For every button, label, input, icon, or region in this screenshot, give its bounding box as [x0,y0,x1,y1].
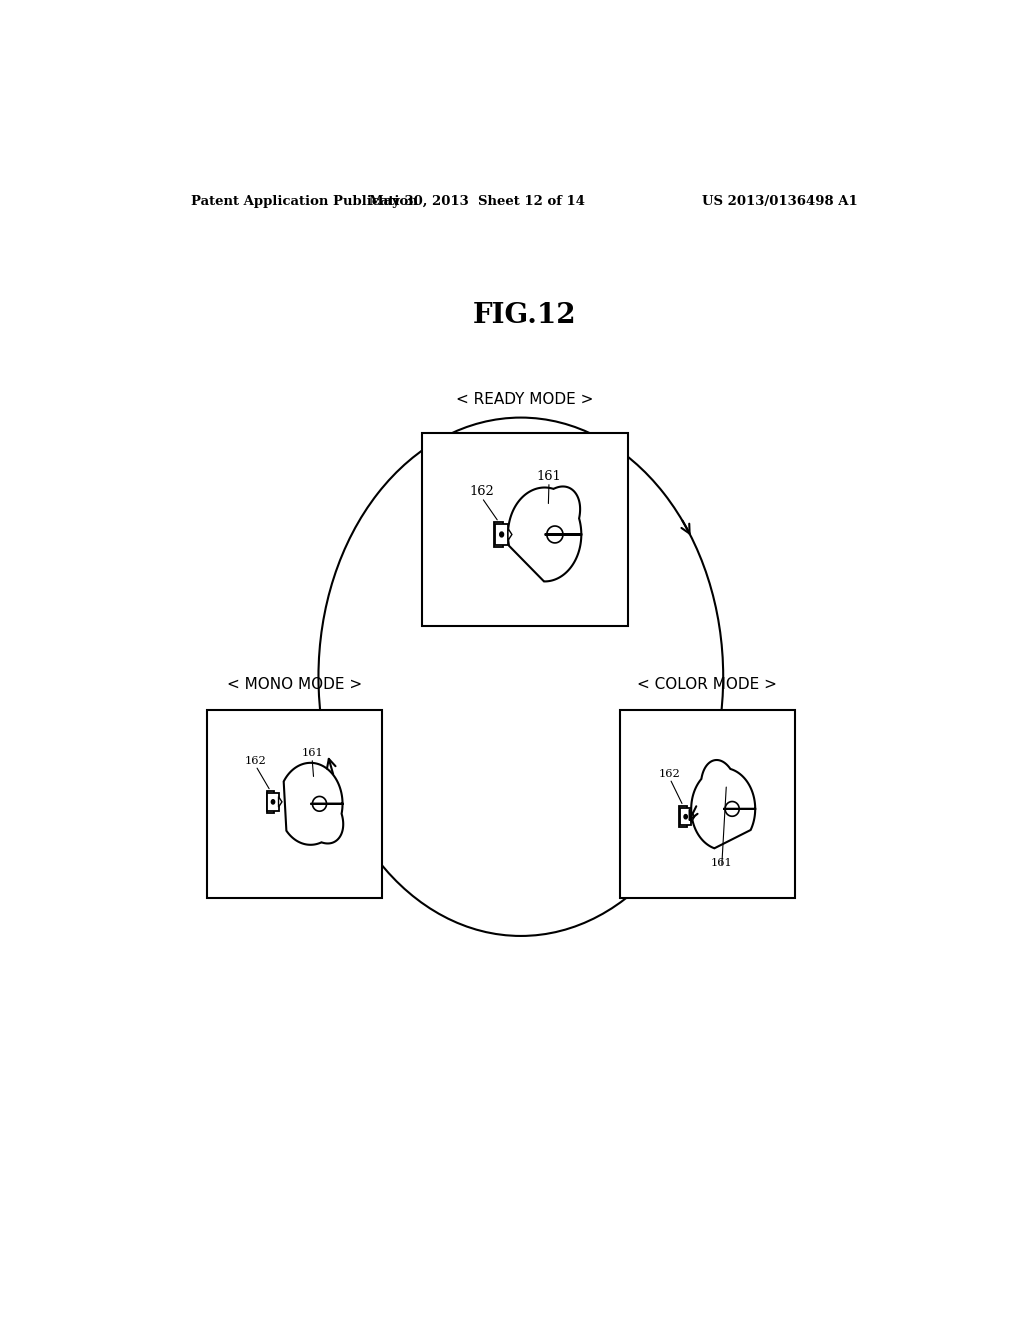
Text: 161: 161 [537,470,561,483]
Polygon shape [279,796,282,807]
Circle shape [684,814,687,818]
Bar [267,793,279,810]
Bar [495,523,503,546]
Text: May 30, 2013  Sheet 12 of 14: May 30, 2013 Sheet 12 of 14 [370,194,585,207]
Text: FIG.12: FIG.12 [473,302,577,330]
Polygon shape [508,528,512,540]
Text: < MONO MODE >: < MONO MODE > [227,677,362,692]
Bar [266,791,274,813]
Bar [680,808,691,825]
Bar [207,710,382,898]
Text: 162: 162 [659,768,681,779]
Text: 161: 161 [301,748,323,758]
Text: US 2013/0136498 A1: US 2013/0136498 A1 [702,194,858,207]
Polygon shape [691,812,694,822]
Text: 162: 162 [245,756,266,766]
Bar [620,710,795,898]
Text: < READY MODE >: < READY MODE > [456,392,594,408]
Circle shape [500,532,504,537]
Circle shape [271,800,274,804]
Text: < COLOR MODE >: < COLOR MODE > [637,677,777,692]
Bar [496,524,508,545]
Bar [679,807,687,828]
Text: 161: 161 [711,858,732,867]
Bar [422,433,628,626]
Text: Patent Application Publication: Patent Application Publication [191,194,418,207]
Text: 162: 162 [469,486,495,499]
